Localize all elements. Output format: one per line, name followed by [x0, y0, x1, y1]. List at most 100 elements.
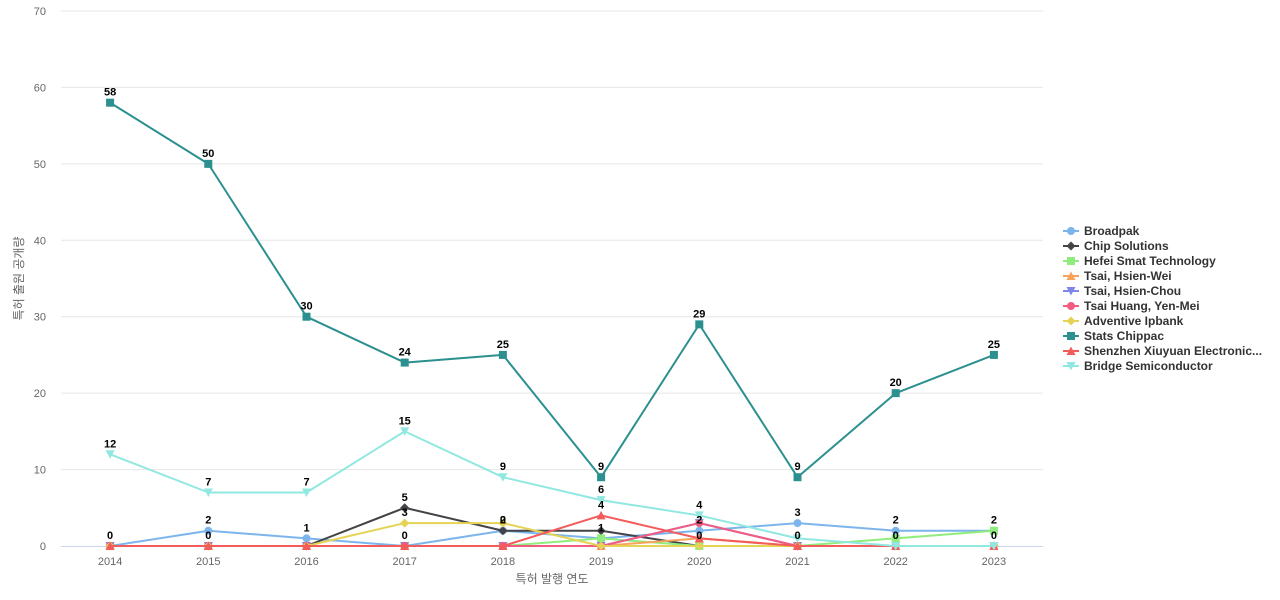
data-point[interactable]	[793, 541, 802, 551]
data-point[interactable]	[498, 473, 508, 482]
data-point[interactable]	[694, 541, 704, 551]
series-line	[110, 514, 994, 547]
legend-symbol[interactable]	[1066, 271, 1076, 281]
data-point[interactable]	[106, 98, 115, 107]
data-point[interactable]	[793, 534, 802, 543]
data-point[interactable]	[694, 511, 704, 520]
data-point[interactable]	[891, 389, 900, 398]
data-point[interactable]	[400, 358, 409, 367]
data-point[interactable]	[989, 526, 998, 535]
legend-item[interactable]: Shenzhen Xiuyuan Electronic...	[1063, 344, 1262, 358]
x-tick-label: 2014	[98, 556, 122, 568]
legend-item[interactable]: Hefei Smat Technology	[1063, 254, 1216, 268]
data-point[interactable]	[498, 350, 507, 359]
data-point[interactable]	[989, 350, 998, 359]
data-label: 29	[693, 308, 705, 320]
x-tick-label: 2016	[294, 556, 318, 568]
y-tick-label: 70	[34, 6, 46, 18]
data-point[interactable]	[302, 541, 311, 551]
data-point[interactable]	[891, 526, 900, 535]
x-tick-label: 2015	[196, 556, 220, 568]
legend-symbol[interactable]	[1066, 362, 1076, 371]
legend-symbol[interactable]	[1067, 227, 1075, 235]
data-label: 4	[696, 499, 703, 511]
data-point[interactable]	[400, 503, 410, 513]
data-point[interactable]	[498, 526, 508, 536]
data-point[interactable]	[302, 312, 311, 321]
data-label: 1	[303, 522, 309, 534]
legend-symbol[interactable]	[1067, 257, 1075, 265]
data-point[interactable]	[105, 450, 115, 459]
data-label: 50	[202, 148, 214, 160]
y-tick-label: 60	[34, 82, 46, 94]
legend-symbol[interactable]	[1066, 287, 1076, 296]
legend-symbol[interactable]	[1066, 316, 1076, 326]
data-label: 58	[104, 87, 116, 99]
data-label: 12	[104, 438, 116, 450]
data-label: 9	[598, 461, 604, 473]
y-tick-label: 0	[40, 541, 46, 553]
series-line	[109, 430, 994, 547]
legend-item[interactable]: Adventive Ipbank	[1063, 314, 1184, 328]
legend-item[interactable]: Tsai, Hsien-Chou	[1063, 284, 1181, 298]
data-label: 30	[300, 301, 312, 313]
legend-item[interactable]: Stats Chippac	[1063, 329, 1164, 343]
data-label: 0	[794, 530, 800, 542]
legend-symbol[interactable]	[1067, 332, 1075, 340]
data-point[interactable]	[891, 542, 901, 551]
data-point[interactable]	[302, 534, 311, 543]
data-point[interactable]	[596, 526, 606, 536]
series-lines	[105, 98, 999, 551]
data-point[interactable]	[400, 427, 410, 436]
legend-symbol[interactable]	[1066, 241, 1076, 251]
legend-label: Chip Solutions	[1084, 239, 1169, 253]
data-label: 2	[991, 515, 997, 527]
data-label: 9	[500, 461, 506, 473]
data-point[interactable]	[400, 518, 410, 528]
data-point[interactable]	[400, 541, 410, 551]
series-shenzhen-xiuyuan-electronic	[105, 510, 999, 551]
legend-item[interactable]: Tsai, Hsien-Wei	[1063, 269, 1172, 283]
data-point[interactable]	[793, 519, 802, 528]
data-point[interactable]	[105, 541, 115, 551]
y-axis-title: 특허 출원 공개량	[12, 237, 26, 321]
data-label: 15	[399, 415, 411, 427]
data-point[interactable]	[498, 518, 508, 528]
legend-item[interactable]: Broadpak	[1063, 224, 1140, 238]
data-label: 24	[399, 347, 412, 359]
data-point[interactable]	[695, 526, 704, 535]
data-point[interactable]	[203, 488, 213, 498]
data-point[interactable]	[694, 533, 704, 543]
data-point[interactable]	[204, 159, 213, 168]
legend-label: Tsai, Hsien-Chou	[1084, 284, 1181, 298]
data-point[interactable]	[596, 541, 606, 551]
legend-item[interactable]: Tsai Huang, Yen-Mei	[1063, 299, 1200, 313]
legend-symbol[interactable]	[1066, 346, 1076, 356]
data-label: 3	[402, 507, 408, 519]
data-point[interactable]	[203, 541, 213, 551]
data-point[interactable]	[498, 541, 508, 551]
data-point[interactable]	[204, 526, 213, 535]
data-point[interactable]	[989, 542, 999, 551]
legend-label: Tsai, Hsien-Wei	[1084, 269, 1172, 283]
legend-item[interactable]: Chip Solutions	[1063, 239, 1169, 253]
x-tick-label: 2022	[883, 556, 907, 568]
legend-label: Tsai Huang, Yen-Mei	[1084, 299, 1200, 313]
data-label: 0	[991, 530, 997, 542]
data-point[interactable]	[597, 473, 606, 482]
data-point[interactable]	[302, 488, 311, 498]
data-label: 9	[794, 461, 800, 473]
data-point[interactable]	[695, 320, 704, 329]
data-point[interactable]	[597, 534, 606, 543]
legend-symbol[interactable]	[1067, 302, 1075, 310]
data-point[interactable]	[695, 519, 704, 528]
legend-item[interactable]: Bridge Semiconductor	[1063, 359, 1213, 373]
data-label: 0	[402, 530, 408, 542]
data-point[interactable]	[793, 473, 802, 482]
data-point[interactable]	[596, 496, 606, 505]
legend-label: Shenzhen Xiuyuan Electronic...	[1084, 344, 1262, 358]
data-point[interactable]	[596, 510, 606, 520]
data-point[interactable]	[891, 534, 900, 543]
